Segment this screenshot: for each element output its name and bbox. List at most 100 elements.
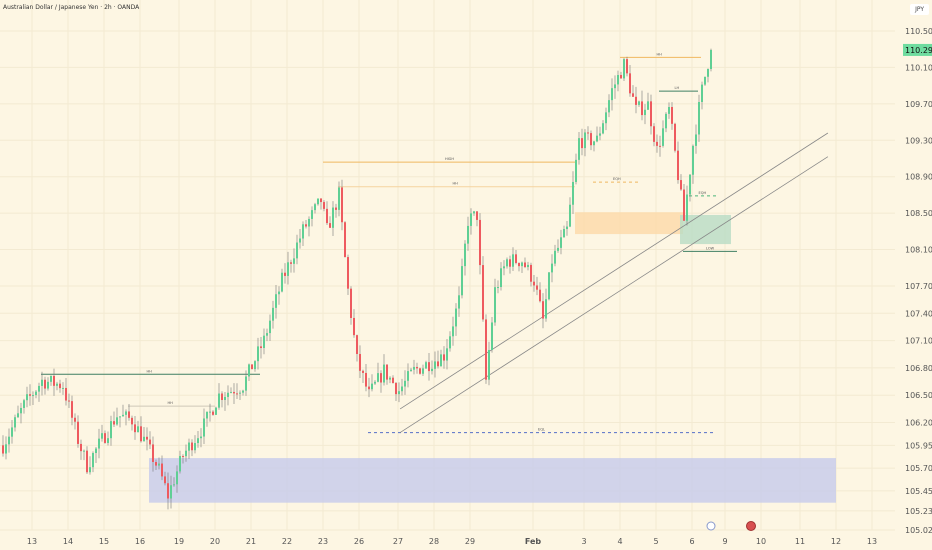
candle	[293, 258, 295, 264]
candle	[659, 145, 661, 147]
date-tick-label: 27	[393, 537, 403, 546]
price-tick-label: 105.450	[905, 487, 932, 496]
candle	[53, 375, 55, 386]
candle	[692, 145, 694, 175]
candle	[398, 391, 400, 395]
candle	[425, 362, 427, 369]
candle	[236, 393, 238, 395]
candle	[665, 113, 667, 129]
candle	[290, 262, 292, 264]
level-label: HH	[453, 182, 459, 186]
candle	[11, 427, 13, 437]
candle	[125, 411, 127, 415]
candle	[113, 421, 115, 425]
date-tick-label: 4	[617, 537, 622, 546]
price-tick-label: 106.200	[905, 419, 932, 428]
candle	[530, 264, 532, 282]
candle	[506, 259, 508, 267]
date-tick-label: 6	[689, 537, 694, 546]
candle	[629, 73, 631, 94]
date-tick-label: 21	[246, 537, 256, 546]
candle	[140, 426, 142, 442]
price-tick-label: 107.700	[905, 282, 932, 291]
candle	[710, 49, 712, 69]
last-price-label: 110.292	[905, 46, 932, 55]
candle	[539, 289, 541, 302]
candle	[407, 371, 409, 381]
candle	[287, 262, 289, 276]
candle	[176, 471, 178, 485]
candle	[461, 266, 463, 296]
level-label: EQH	[613, 177, 621, 181]
candle	[359, 353, 361, 371]
candle	[5, 444, 7, 454]
candle	[338, 187, 340, 210]
candle	[173, 484, 175, 486]
candle	[323, 202, 325, 209]
price-tick-label: 110.100	[905, 63, 932, 72]
date-tick-label: 28	[429, 537, 439, 546]
date-tick-label: 29	[465, 537, 475, 546]
candle	[524, 262, 526, 268]
level-label: LH	[675, 86, 680, 90]
candle	[680, 180, 682, 190]
candle	[626, 59, 628, 74]
candle	[257, 346, 259, 362]
candle	[74, 417, 76, 422]
candle	[182, 456, 184, 458]
candle	[35, 391, 37, 396]
candle	[500, 268, 502, 288]
candle	[179, 456, 181, 472]
date-tick-label: 10	[756, 537, 766, 546]
candle	[83, 450, 85, 452]
candle	[512, 254, 514, 267]
price-tick-label: 109.700	[905, 100, 932, 109]
candle	[371, 383, 373, 390]
trend-line	[399, 156, 829, 433]
candle	[107, 438, 109, 443]
candle	[470, 213, 472, 226]
price-tick-label: 105.950	[905, 441, 932, 450]
candle	[119, 416, 121, 418]
candle	[68, 400, 70, 402]
candle	[308, 218, 310, 227]
candle	[65, 387, 67, 401]
level-label: HH	[657, 52, 663, 56]
candle	[695, 134, 697, 146]
candle	[170, 485, 172, 499]
candle	[677, 150, 679, 181]
date-tick-label: 19	[174, 537, 184, 546]
candle	[377, 373, 379, 382]
price-tick-label: 109.300	[905, 136, 932, 145]
candle	[134, 424, 136, 433]
candle	[374, 381, 376, 384]
candle	[260, 346, 262, 349]
date-tick-label: 13	[27, 537, 37, 546]
candle	[89, 467, 91, 473]
currency-button[interactable]: JPY	[910, 4, 929, 15]
candle	[347, 257, 349, 289]
candle	[389, 377, 391, 380]
candle	[464, 243, 466, 267]
candle	[491, 322, 493, 350]
candle	[317, 198, 319, 205]
candle	[602, 123, 604, 134]
candle	[56, 383, 58, 386]
candle	[104, 433, 106, 443]
price-tick-label: 105.230	[905, 507, 932, 516]
candle	[431, 368, 433, 372]
candle	[533, 281, 535, 286]
candle	[671, 106, 673, 124]
candle	[455, 308, 457, 327]
candle	[161, 463, 163, 477]
candle	[14, 417, 16, 428]
candle	[668, 106, 670, 114]
candle	[566, 226, 568, 230]
candle	[560, 237, 562, 248]
news-flag-icon	[746, 521, 756, 531]
candle	[212, 411, 214, 415]
date-tick-label: 3	[581, 537, 586, 546]
candle	[224, 396, 226, 400]
